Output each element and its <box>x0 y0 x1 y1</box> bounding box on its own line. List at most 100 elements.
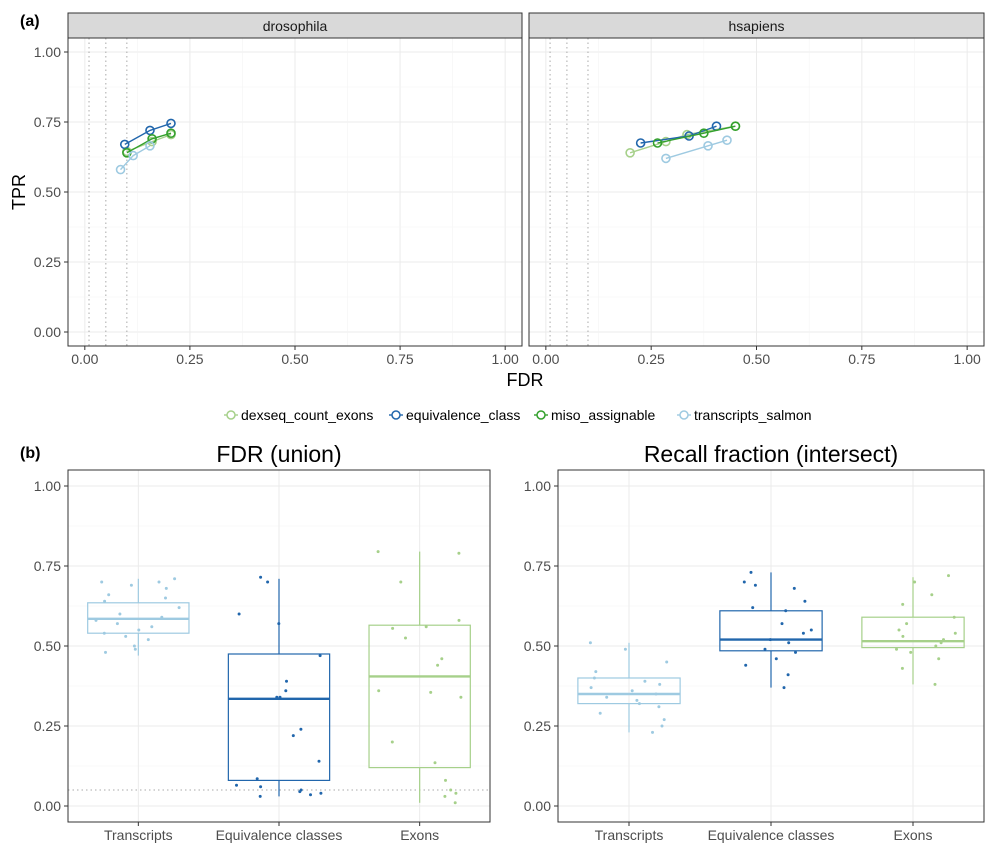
jitter-point <box>173 577 177 581</box>
jitter-point <box>939 641 943 645</box>
jitter-point <box>160 615 164 619</box>
jitter-point <box>399 580 403 584</box>
jitter-point <box>637 702 641 706</box>
y-tick-label: 1.00 <box>34 44 61 60</box>
jitter-point <box>930 593 934 597</box>
series-line-transcripts-salmon <box>119 145 151 171</box>
jitter-point <box>454 791 458 795</box>
y-tick-label: 0.50 <box>34 638 61 654</box>
jitter-point <box>317 759 321 763</box>
box-iqr <box>577 677 681 705</box>
jitter-point <box>457 618 461 622</box>
x-axis-label: FDR <box>507 370 544 390</box>
series-point-equivalence-class <box>711 121 722 131</box>
jitter-point <box>318 654 322 658</box>
jitter-point <box>459 695 463 699</box>
jitter-point <box>589 686 593 690</box>
x-tick-label: 1.00 <box>954 351 981 367</box>
jitter-point <box>100 580 104 584</box>
facet-strip-label: hsapiens <box>728 18 784 34</box>
jitter-point <box>665 660 669 664</box>
jitter-point <box>107 593 111 597</box>
jitter-point <box>124 634 128 638</box>
jitter-point <box>657 705 661 709</box>
box-panel-title: Recall fraction (intersect) <box>644 441 898 467</box>
y-tick-label: 0.75 <box>34 558 61 574</box>
x-tick-label: Exons <box>400 827 439 843</box>
x-tick-label: 0.25 <box>638 351 665 367</box>
legend-key-miso-assignable <box>536 410 546 420</box>
legend: dexseq_count_exons equivalence_class miso_… <box>224 407 812 423</box>
legend-label-dexseq-count-exons: dexseq_count_exons <box>241 407 373 423</box>
jitter-point <box>909 650 913 654</box>
panel-label-a: (a) <box>20 13 40 30</box>
series-point-equivalence-class <box>145 125 155 136</box>
jitter-point <box>630 689 634 693</box>
jitter-point <box>934 644 938 648</box>
jitter-point <box>436 663 440 667</box>
jitter-point <box>291 734 295 738</box>
jitter-point <box>744 663 748 667</box>
jitter-point <box>623 647 627 651</box>
jitter-point <box>278 695 282 699</box>
series-point-transcripts-salmon <box>145 141 155 151</box>
legend-label-equivalence-class: equivalence_class <box>406 407 520 423</box>
jitter-point <box>259 785 263 789</box>
series-point-equivalence-class <box>635 138 646 148</box>
series-point-miso-assignable <box>699 128 709 138</box>
jitter-point <box>782 686 786 690</box>
jitter-point <box>443 794 447 798</box>
jitter-point <box>774 657 778 661</box>
legend-key-equivalence-class <box>391 410 401 420</box>
jitter-point <box>259 575 263 579</box>
jitter-point <box>133 647 137 651</box>
jitter-point <box>787 641 791 645</box>
facet-strip <box>528 12 985 39</box>
fdr-union-panel: Transcripts Equivalence classes Exons 0.00 0… <box>34 441 491 843</box>
x-tick-label: 1.00 <box>492 351 519 367</box>
jitter-point <box>102 631 106 635</box>
jitter-point <box>809 628 813 632</box>
jitter-point <box>947 574 950 578</box>
series-point-transcripts-salmon <box>722 135 732 145</box>
jitter-point <box>803 599 807 603</box>
jitter-point <box>457 551 461 555</box>
box-panel-border <box>67 469 491 823</box>
jitter-point <box>742 580 746 584</box>
jitter-point <box>319 791 323 795</box>
y-tick-label: 0.50 <box>34 184 61 200</box>
jitter-point <box>164 596 167 600</box>
x-tick-label: Equivalence classes <box>708 827 835 843</box>
jitter-point <box>429 690 433 694</box>
jitter-point <box>654 692 658 696</box>
jitter-point <box>913 580 917 584</box>
jitter-point <box>377 689 381 693</box>
jitter-point <box>658 682 662 686</box>
jitter-point <box>763 647 767 651</box>
jitter-point <box>146 638 150 642</box>
jitter-point <box>449 788 453 792</box>
jitter-point <box>104 650 107 654</box>
jitter-point <box>177 606 181 610</box>
series-point-dexseq-count-exons <box>625 148 635 158</box>
series-line-equivalence-class <box>124 122 172 146</box>
jitter-point <box>751 606 755 610</box>
jitter-point <box>588 641 592 645</box>
jitter-point <box>94 618 98 622</box>
series-point-transcripts-salmon <box>703 141 713 151</box>
jitter-point <box>453 801 457 805</box>
jitter-point <box>277 622 281 626</box>
jitter-point <box>662 718 666 722</box>
jitter-point <box>391 626 395 630</box>
jitter-point <box>801 631 805 635</box>
series-point-transcripts-salmon <box>128 150 138 161</box>
x-tick-label: 0.50 <box>281 351 308 367</box>
series-point-miso-assignable <box>730 121 741 131</box>
x-tick-label: 0.50 <box>743 351 770 367</box>
x-tick-label: Transcripts <box>104 827 173 843</box>
jitter-point <box>895 647 898 651</box>
jitter-point <box>164 586 168 590</box>
jitter-point <box>635 698 639 702</box>
jitter-point <box>424 625 428 629</box>
x-tick-label: Equivalence classes <box>216 827 343 843</box>
